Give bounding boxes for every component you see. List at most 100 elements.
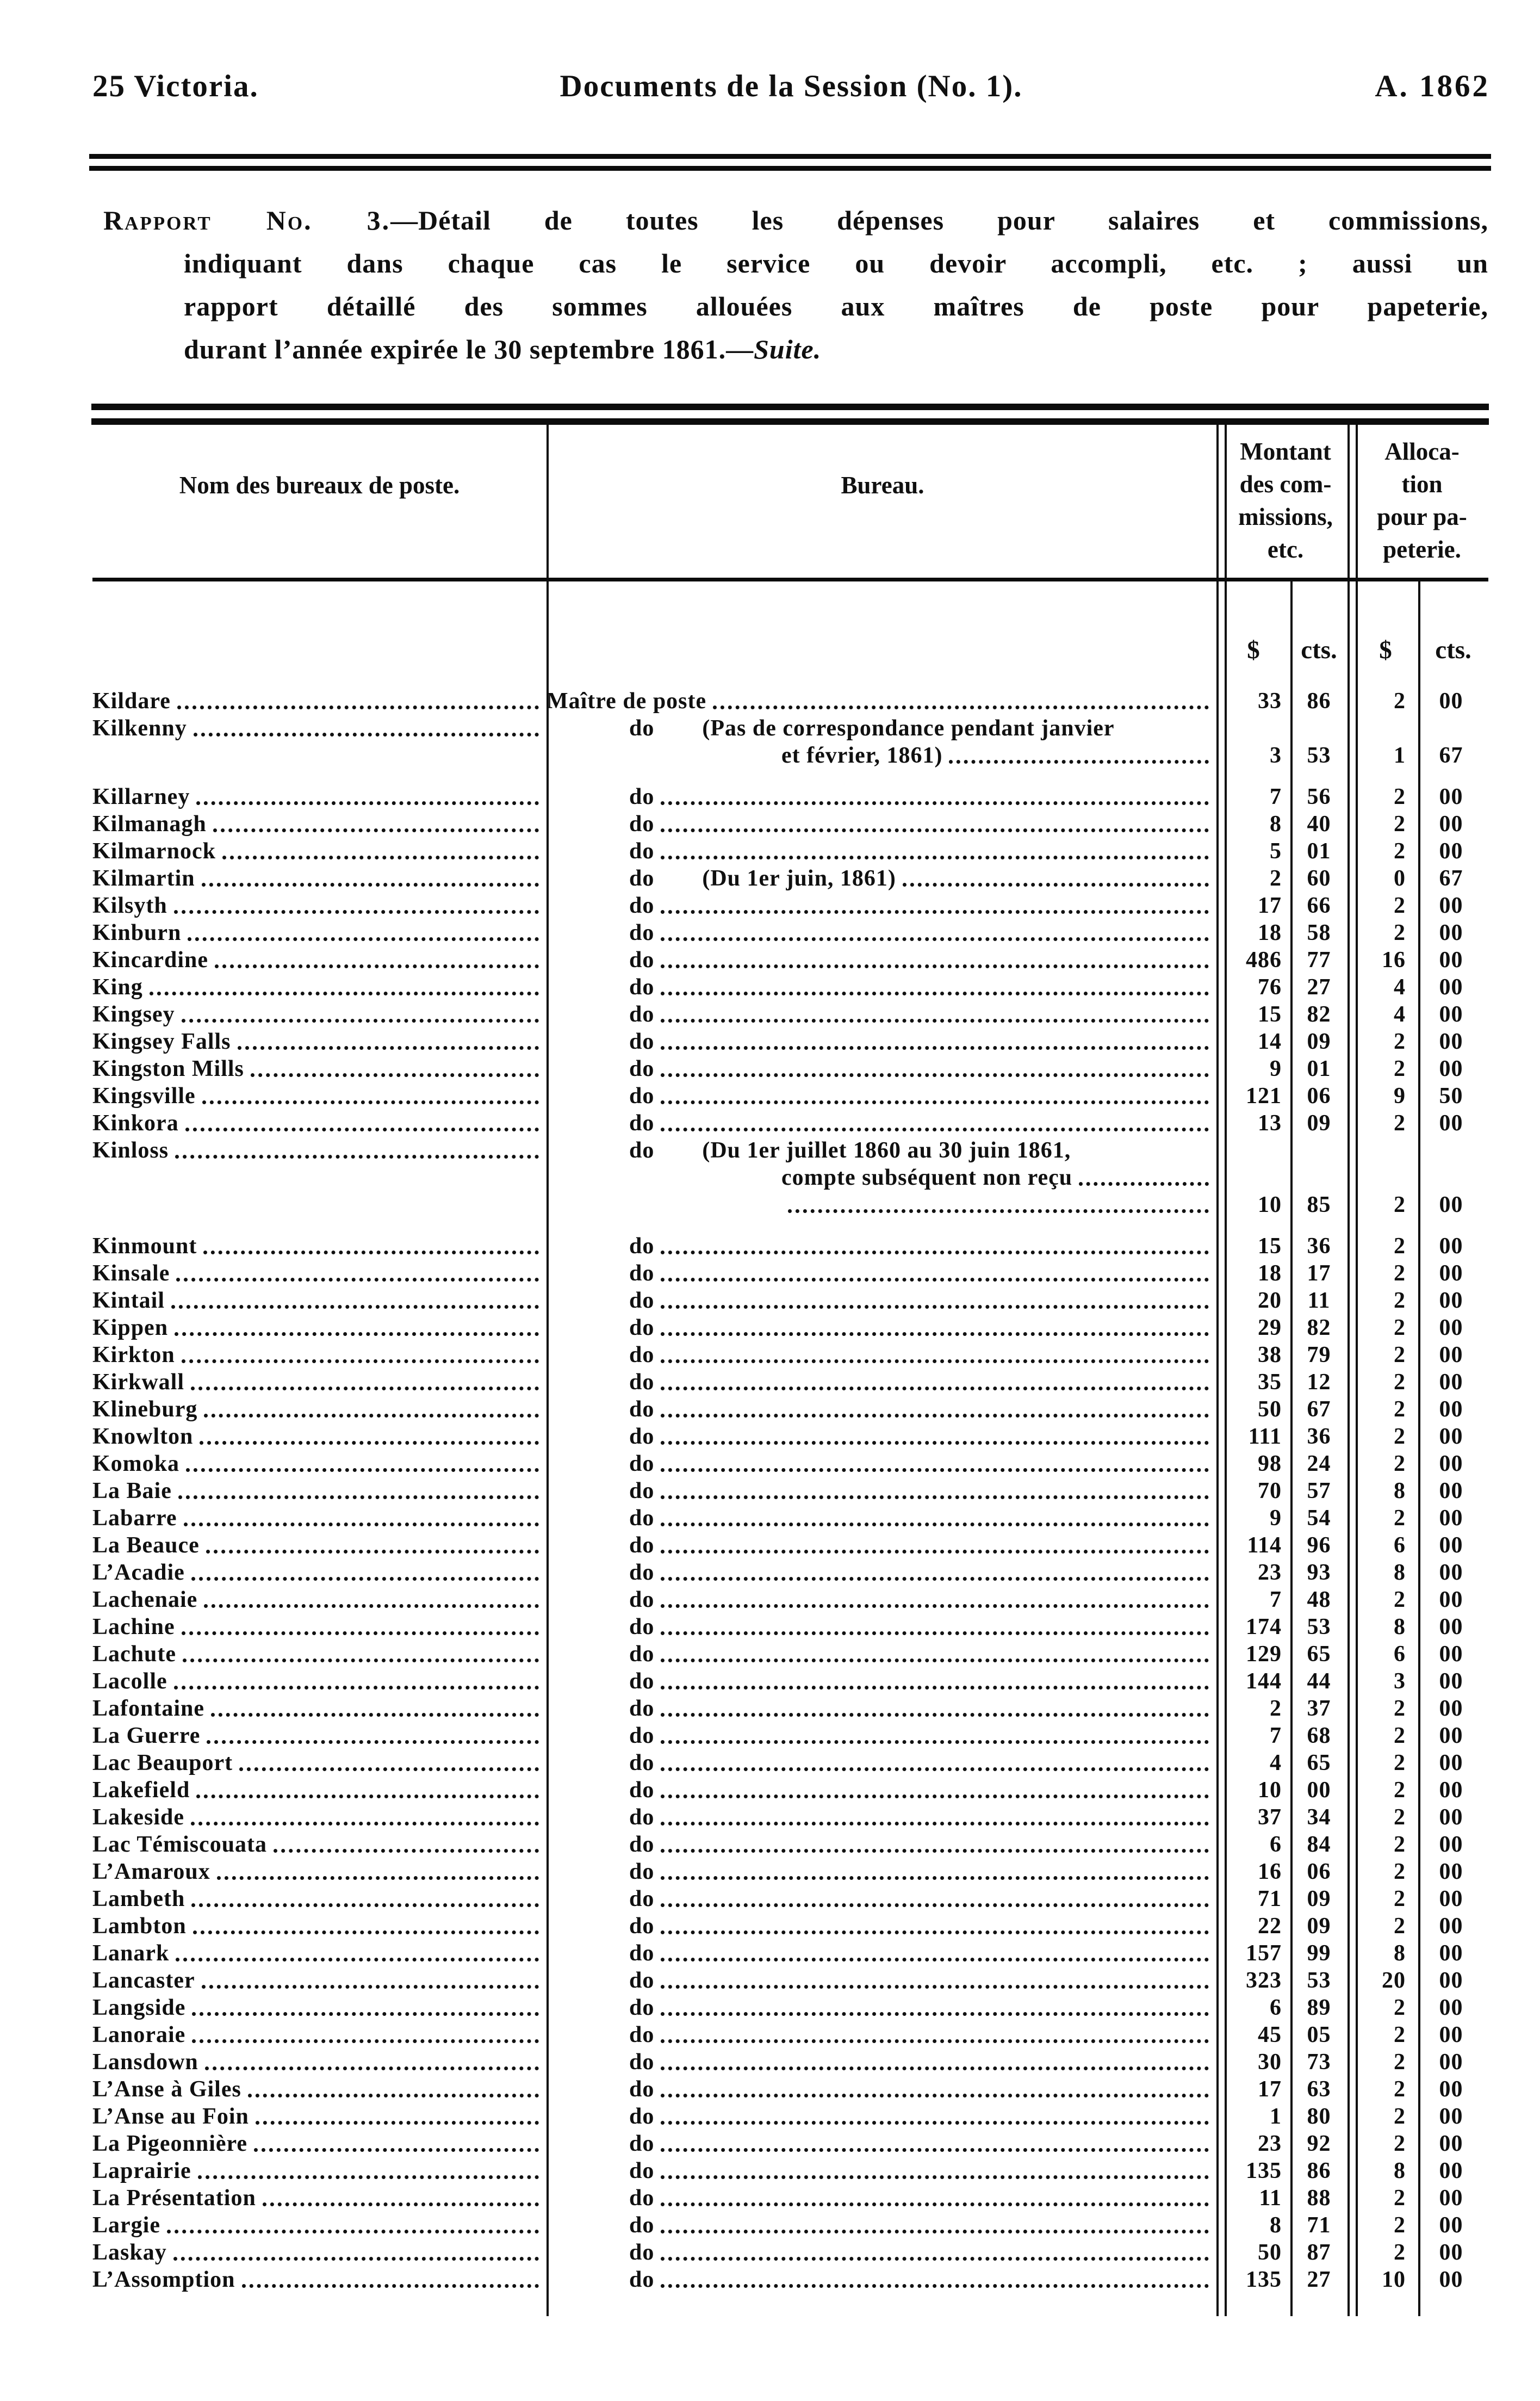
bureau-value: do — [629, 1370, 655, 1395]
allocation-cents: 00 — [1439, 689, 1463, 714]
bureau-cell: do — [547, 1370, 1216, 1395]
allocation-cents: 00 — [1439, 1805, 1463, 1830]
dotted-leader — [176, 1951, 539, 1961]
bureau-value: do — [629, 1478, 655, 1503]
commission-dollars: 33 — [1258, 689, 1282, 714]
bureau-value: do — [629, 1941, 655, 1966]
bureau-cell: do — [547, 1778, 1216, 1803]
bureau-cell: do — [547, 2240, 1216, 2265]
dotted-leader — [661, 1706, 1209, 1717]
dotted-leader — [183, 1652, 539, 1662]
table-row: Langside do 6 89 2 00 — [92, 1993, 1486, 2020]
bureau-cell: do — [547, 1832, 1216, 1857]
table-row: Killarney do 7 56 2 00 — [92, 782, 1486, 809]
bureau-value: do — [629, 2104, 655, 2129]
bureau-value: do — [629, 1614, 655, 1639]
bureau-value: do — [629, 2240, 655, 2265]
bureau-value: do — [629, 2213, 655, 2238]
dotted-leader — [200, 1434, 539, 1445]
commission-dollars: 8 — [1270, 2213, 1282, 2238]
commission-cents: 01 — [1307, 1056, 1331, 1081]
dotted-leader — [202, 1094, 539, 1104]
commission-dollars: 3 — [1270, 743, 1282, 768]
allocation-cents: 00 — [1439, 920, 1463, 945]
report-label: Rapport No. 3. — [103, 205, 391, 236]
bureau-cell: do — [547, 1614, 1216, 1639]
dotted-leader — [661, 2250, 1209, 2261]
dollar-cents-divider — [1418, 581, 1420, 2316]
commission-cents: 66 — [1307, 893, 1331, 918]
commission-dollars: 18 — [1258, 920, 1282, 945]
commission-dollars: 22 — [1258, 1914, 1282, 1939]
column-divider-double — [1356, 423, 1358, 2316]
allocation-dollars: 1 — [1394, 743, 1406, 768]
commission-cents: 65 — [1307, 1642, 1331, 1667]
commission-cents: 36 — [1307, 1234, 1331, 1259]
commission-dollars: 121 — [1246, 1084, 1282, 1109]
bureau-value: do — [629, 2186, 655, 2211]
allocation-cents: 00 — [1439, 975, 1463, 1000]
commission-cents: 77 — [1307, 948, 1331, 973]
dotted-leader — [206, 1543, 539, 1554]
dotted-leader — [192, 2006, 539, 2016]
allocation-dollars: 16 — [1382, 948, 1406, 973]
commission-dollars: 29 — [1258, 1315, 1282, 1340]
bureau-cell: do — [547, 2077, 1216, 2102]
dotted-leader — [661, 1978, 1209, 1989]
dotted-leader — [250, 1067, 539, 1077]
post-office-name: Kilmarnock — [92, 839, 216, 864]
bureau-value: do — [629, 1397, 655, 1422]
dotted-leader — [661, 849, 1209, 859]
bureau-value: do — [629, 1451, 655, 1476]
intro-line: indiquant dans chaque cas le service ou … — [184, 248, 1488, 279]
bureau-value: do — [629, 1056, 655, 1081]
allocation-cents: 00 — [1439, 2158, 1463, 2183]
dotted-leader — [661, 1951, 1209, 1961]
post-office-name-cell: Kilmartin — [92, 866, 547, 891]
bureau-value: do — [629, 2267, 655, 2292]
post-office-name: Kintail — [92, 1288, 165, 1313]
dotted-leader — [149, 985, 539, 995]
post-office-name-cell: La Présentation — [92, 2186, 547, 2211]
post-office-name: Kinkora — [92, 1111, 179, 1136]
dotted-leader — [661, 1039, 1209, 1050]
post-office-name-cell: Lancaster — [92, 1968, 547, 1993]
bureau-value: do — [629, 1723, 655, 1748]
dotted-leader — [661, 2060, 1209, 2070]
post-office-name-cell: Lachute — [92, 1642, 547, 1667]
post-office-name-cell: Laprairie — [92, 2158, 547, 2183]
dotted-leader — [949, 753, 1209, 764]
table-row: Lafontaine do 2 37 2 00 — [92, 1694, 1486, 1721]
post-office-name-cell: Kilsyth — [92, 893, 547, 918]
commission-dollars: 157 — [1246, 1941, 1282, 1966]
commission-dollars: 2 — [1270, 866, 1282, 891]
post-office-name-cell: Kincardine — [92, 948, 547, 973]
dotted-leader — [661, 1094, 1209, 1104]
dotted-leader — [171, 1298, 539, 1309]
table-row: Lakeside do 37 34 2 00 — [92, 1803, 1486, 1830]
dotted-leader — [201, 876, 539, 887]
allocation-cents: 67 — [1439, 866, 1463, 891]
commission-dollars: 129 — [1246, 1642, 1282, 1667]
allocation-dollars: 2 — [1394, 920, 1406, 945]
dotted-leader — [211, 1706, 539, 1717]
dotted-leader — [661, 2196, 1209, 2206]
column-header-bureau: Bureau. — [841, 472, 924, 499]
table-row: Lansdown do 30 73 2 00 — [92, 2047, 1486, 2075]
table-row: Kinsale do 18 17 2 00 — [92, 1259, 1486, 1286]
allocation-cents: 00 — [1439, 948, 1463, 973]
intro-line: durant l’année expirée le 30 septembre 1… — [184, 328, 1488, 371]
post-office-name: Largie — [92, 2213, 160, 2238]
commission-dollars: 71 — [1258, 1886, 1282, 1911]
post-office-name-cell: Kinmount — [92, 1234, 547, 1259]
bureau-value: do — [629, 1315, 655, 1340]
intro-line: rapport détaillé des sommes allouées aux… — [184, 291, 1488, 321]
commission-dollars: 486 — [1246, 948, 1282, 973]
dotted-leader — [181, 1353, 539, 1363]
table-row: Lachine do 174 53 8 00 — [92, 1612, 1486, 1639]
post-office-name: Kilkenny — [92, 716, 187, 741]
header-line: missions, — [1238, 503, 1333, 530]
bureau-cell: do — [547, 2213, 1216, 2238]
allocation-cents: 00 — [1439, 1370, 1463, 1395]
bureau-cell: do (Pas de correspondance pendant janvie… — [547, 716, 1216, 741]
